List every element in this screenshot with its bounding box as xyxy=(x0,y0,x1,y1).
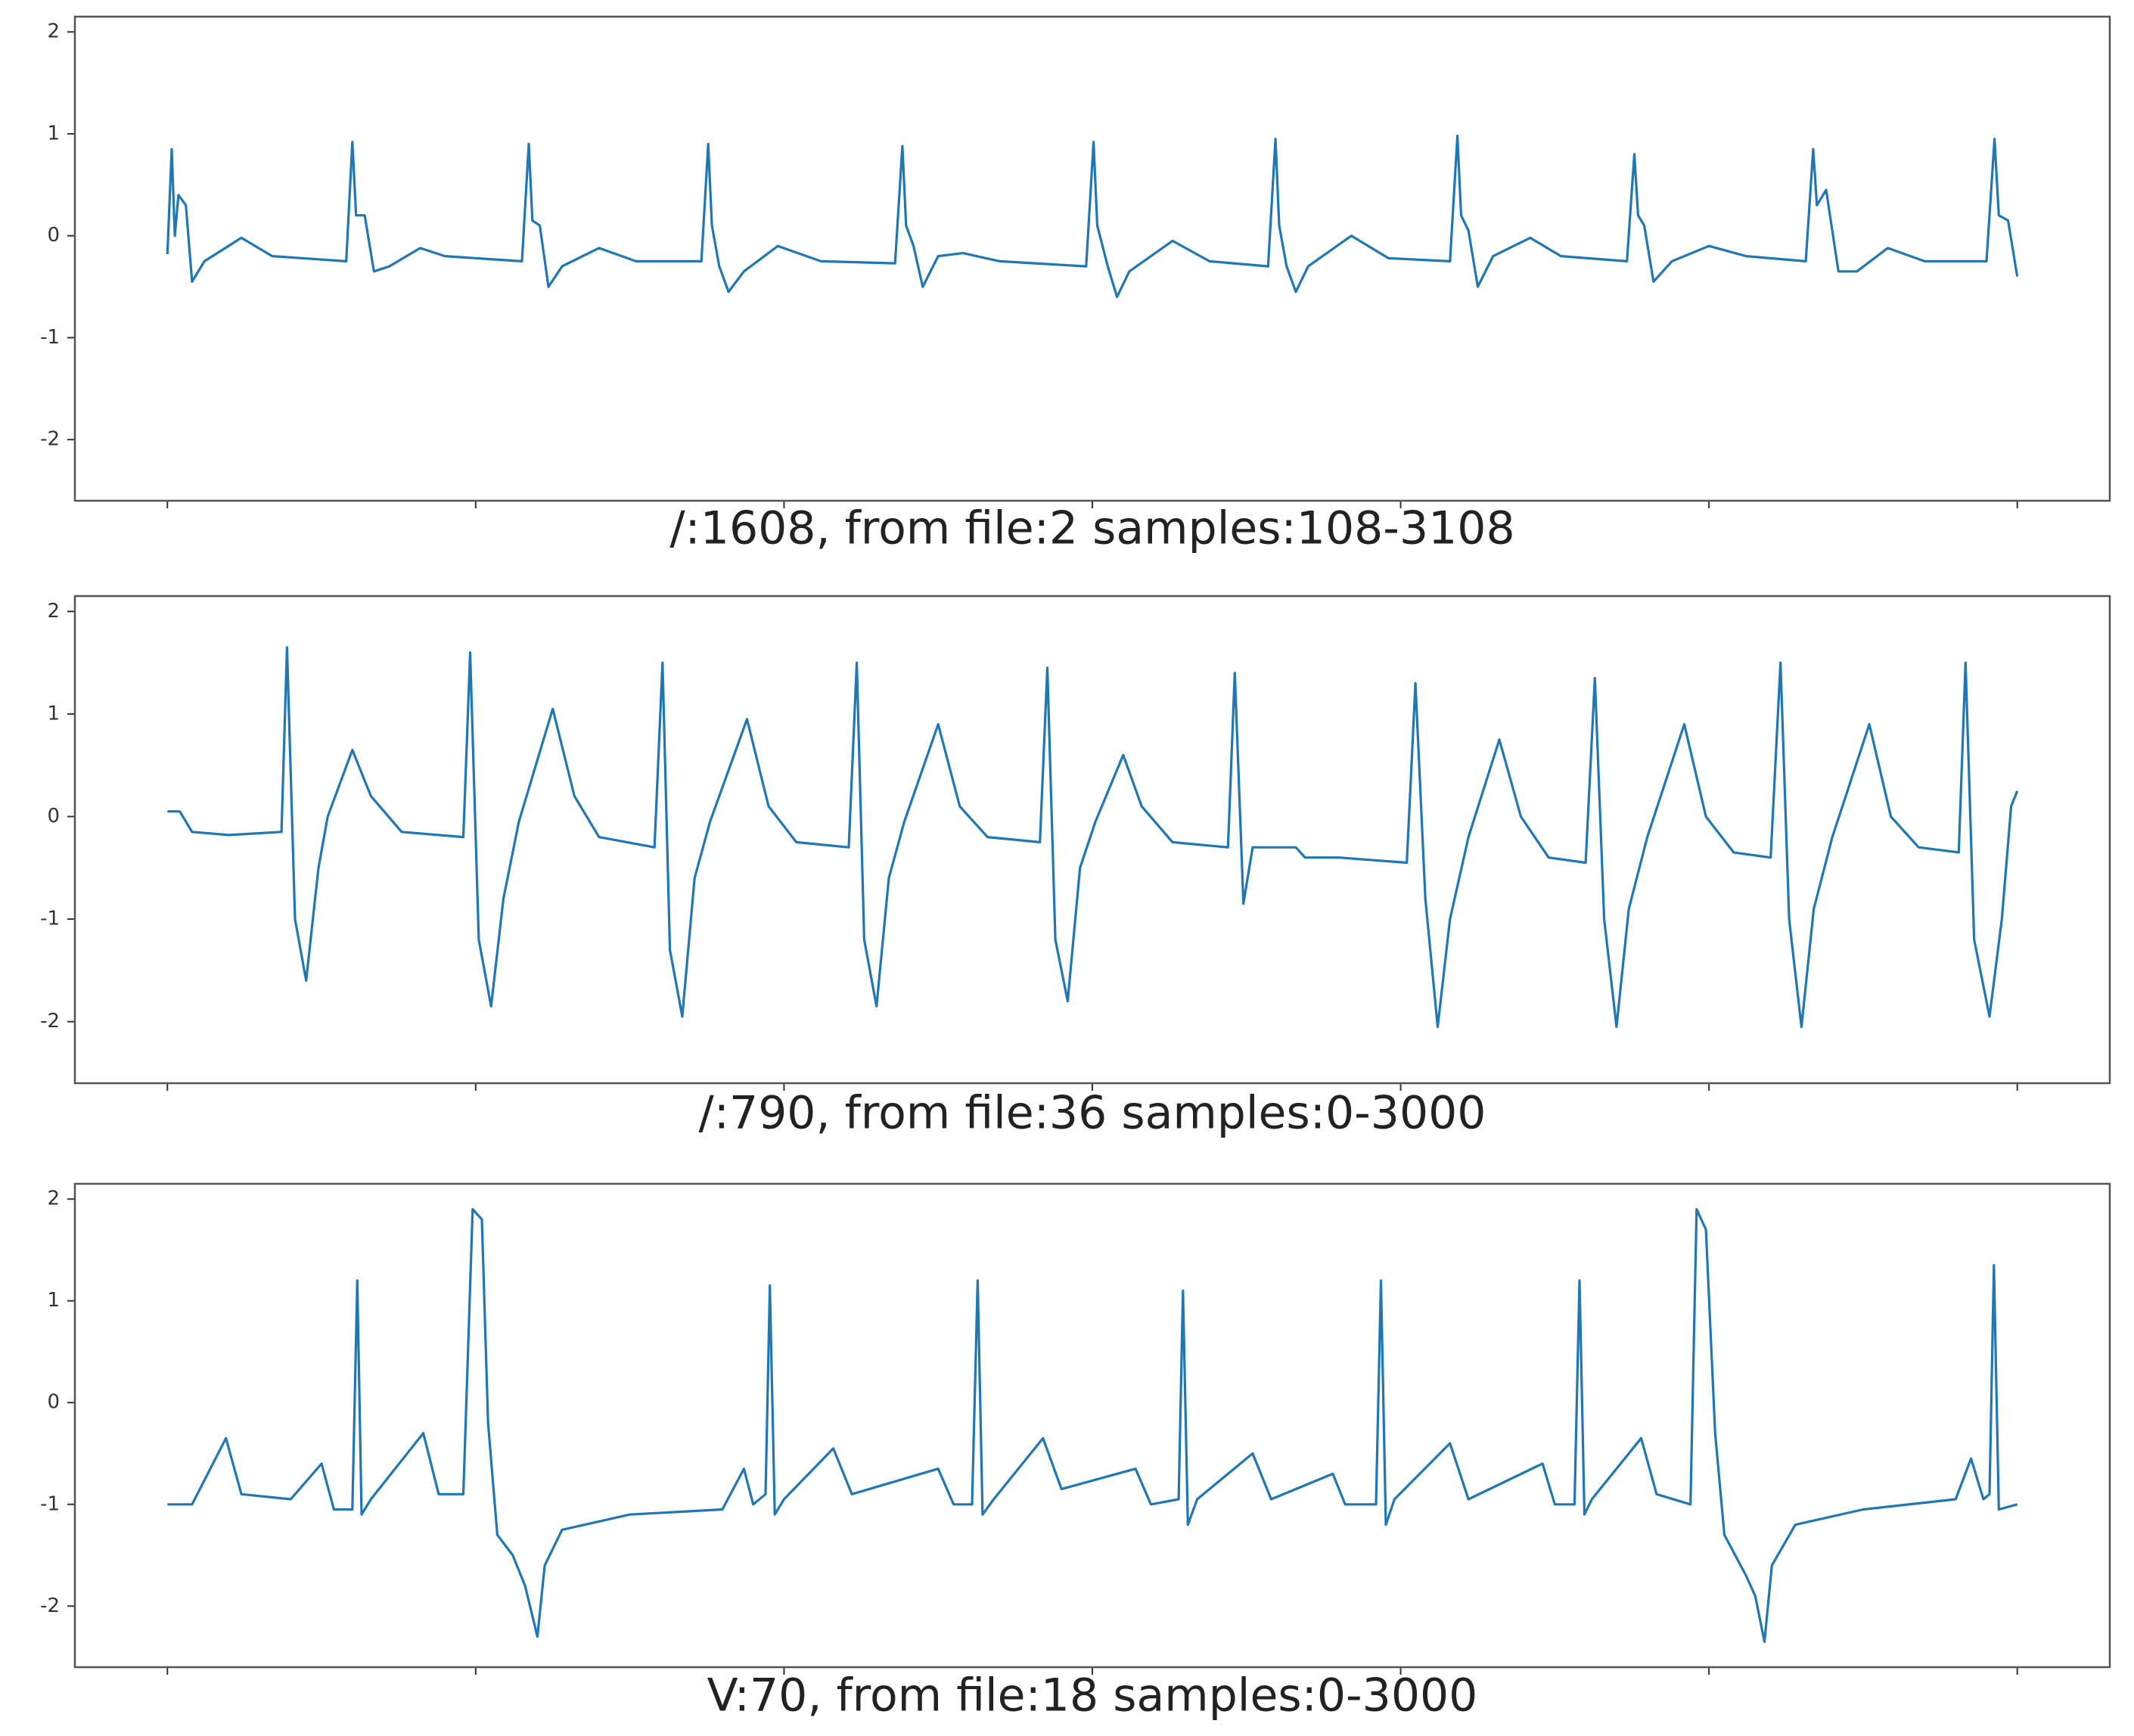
x-axis-label: V:70, from file:18 samples:0-3000 xyxy=(707,1669,1478,1722)
y-tick-label: 2 xyxy=(47,600,60,623)
axes-frame xyxy=(73,1182,2111,1669)
y-tick-label: 0 xyxy=(47,1391,60,1414)
axes-frame xyxy=(73,15,2111,502)
y-tick-label: -1 xyxy=(40,908,60,930)
y-tick-label: -2 xyxy=(40,428,60,451)
signal-line xyxy=(167,646,2019,1028)
y-tick-label: 1 xyxy=(47,1289,60,1312)
y-tick-label: 1 xyxy=(47,702,60,725)
axes-frame xyxy=(73,595,2111,1085)
y-tick-label: -1 xyxy=(40,326,60,349)
x-axis-label: /:1608, from file:2 samples:108-3108 xyxy=(669,502,1514,555)
y-tick-label: 0 xyxy=(47,805,60,828)
y-tick-label: -2 xyxy=(40,1010,60,1033)
y-tick-label: 0 xyxy=(47,224,60,247)
y-tick-label: 2 xyxy=(47,1188,60,1210)
y-tick-label: 1 xyxy=(47,122,60,144)
y-tick-label: -2 xyxy=(40,1595,60,1617)
signal-line xyxy=(167,1208,2018,1643)
y-tick-label: 2 xyxy=(47,20,60,43)
y-tick-label: -1 xyxy=(40,1492,60,1515)
signal-line xyxy=(166,135,2019,299)
x-axis-label: /:790, from file:36 samples:0-3000 xyxy=(699,1087,1486,1140)
